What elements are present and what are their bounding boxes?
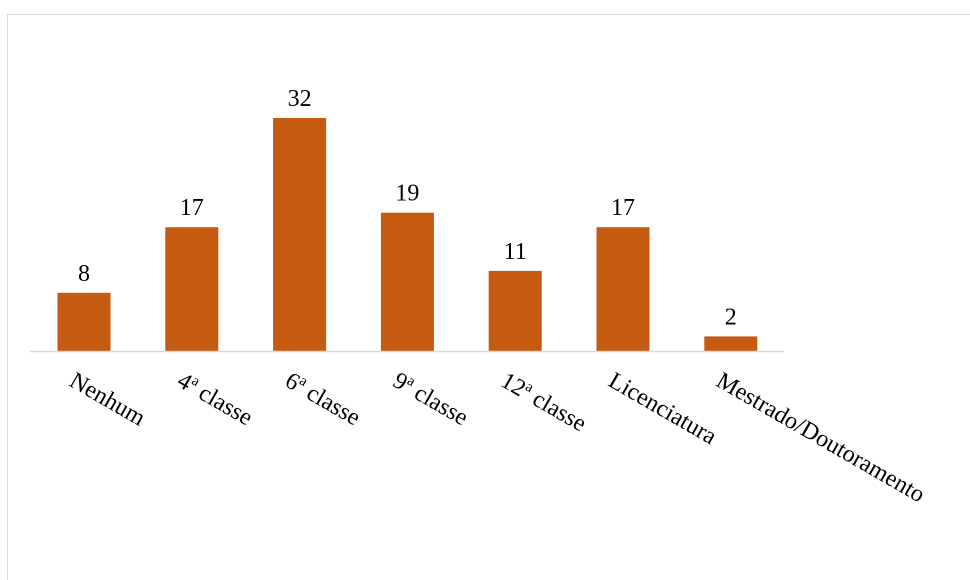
bar-3 xyxy=(380,212,434,351)
data-label-6: 2 xyxy=(725,304,737,330)
value-labels-group: 8 17 32 19 11 17 2 xyxy=(78,86,737,330)
data-label-1: 17 xyxy=(180,195,204,221)
x-tick-label-2: 6a classe xyxy=(281,367,366,431)
data-label-2: 32 xyxy=(288,86,312,112)
data-label-3: 19 xyxy=(395,181,419,207)
x-tick-label-4: 12a classe xyxy=(496,367,591,437)
bar-0 xyxy=(57,292,111,352)
tick-labels-group: Nenhum 4a classe 6a classe 9a classe 12a cla… xyxy=(65,367,929,508)
bar-6 xyxy=(704,336,758,351)
x-tick-label-6: Mestrado/Doutoramento xyxy=(712,368,929,508)
x-tick-label-3: 9a classe xyxy=(388,367,473,431)
data-label-0: 8 xyxy=(78,261,90,287)
bar-4 xyxy=(488,270,542,351)
data-label-4: 11 xyxy=(504,239,527,265)
x-tick-label-1: 4a classe xyxy=(173,367,258,431)
x-tick-label-5: Licenciatura xyxy=(604,368,721,451)
bars-group xyxy=(57,118,758,352)
data-label-5: 17 xyxy=(611,195,635,221)
chart-frame xyxy=(7,14,970,580)
bar-5 xyxy=(596,227,650,351)
bar-2 xyxy=(273,118,327,351)
x-tick-label-0: Nenhum xyxy=(65,368,150,432)
bar-1 xyxy=(165,227,219,351)
